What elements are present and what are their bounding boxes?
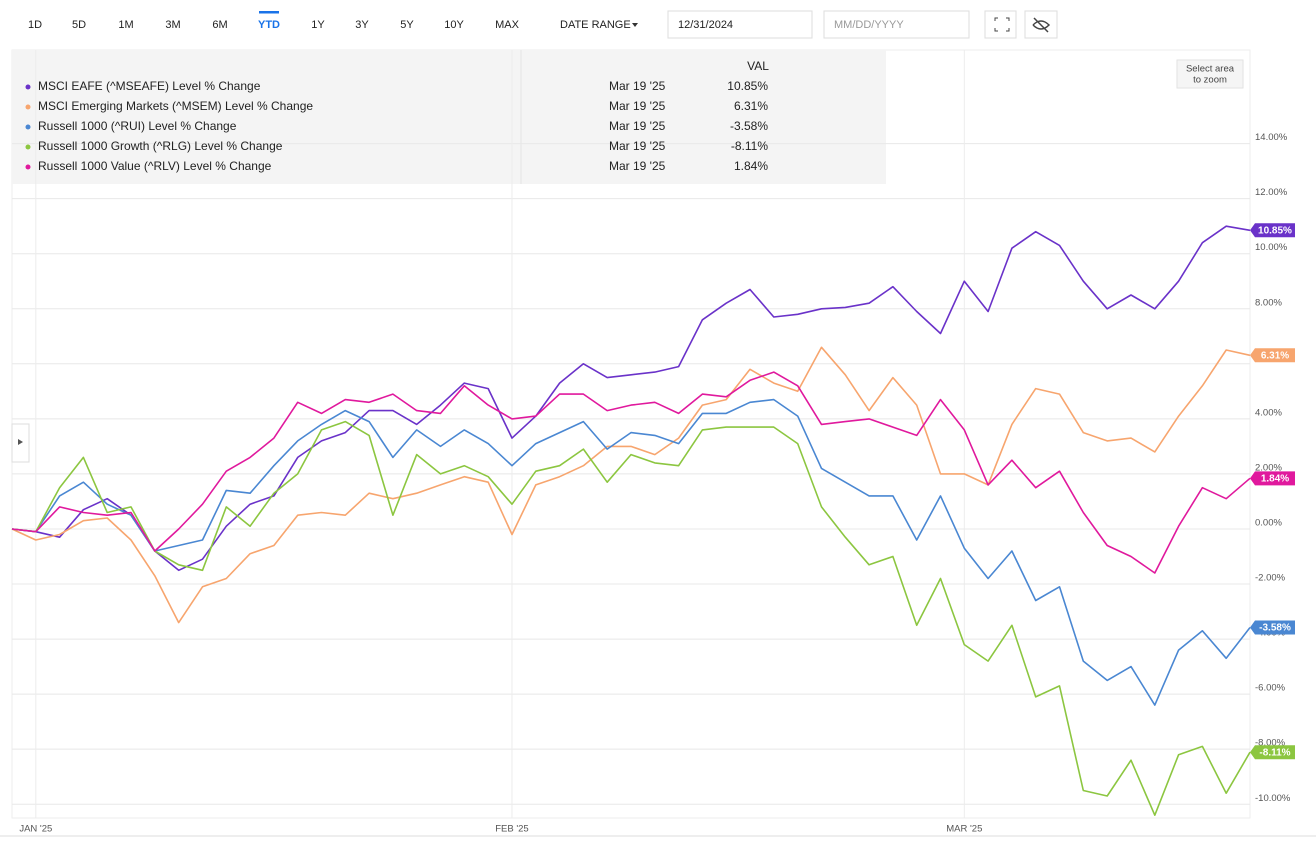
legend-name: Russell 1000 Value (^RLV) Level % Change	[38, 159, 272, 173]
y-tick-label: 12.00%	[1255, 187, 1288, 198]
end-date-input[interactable]	[823, 10, 970, 39]
legend-name: MSCI EAFE (^MSEAFE) Level % Change	[38, 79, 261, 93]
range-button[interactable]: 1Y	[311, 19, 325, 31]
fullscreen-icon	[994, 17, 1010, 32]
y-tick-label: 14.00%	[1255, 132, 1288, 143]
range-button[interactable]: 5Y	[400, 19, 414, 31]
end-tag-label: 1.84%	[1261, 473, 1289, 484]
zoom-hint: to zoom	[1193, 75, 1227, 86]
end-tag-label: 6.31%	[1261, 350, 1289, 361]
end-tag-label: -3.58%	[1259, 623, 1291, 634]
legend-name: Russell 1000 (^RUI) Level % Change	[38, 119, 237, 133]
range-button[interactable]: 1M	[118, 19, 133, 31]
legend-value: -8.11%	[731, 139, 768, 153]
range-button[interactable]: 3M	[165, 19, 180, 31]
range-button[interactable]: 3Y	[355, 19, 369, 31]
y-tick-label: -6.00%	[1255, 683, 1286, 694]
side-tab-arrow	[18, 439, 23, 445]
legend-dot	[25, 84, 31, 90]
end-tag-label: -8.11%	[1259, 747, 1290, 758]
end-tag	[1250, 223, 1295, 238]
grid	[12, 50, 1250, 818]
y-tick-label: 2.00%	[1255, 462, 1282, 473]
y-tick-label: 4.00%	[1255, 407, 1282, 418]
legend-dot	[25, 164, 31, 170]
y-tick-label: -8.00%	[1255, 738, 1286, 749]
legend-value: -3.58%	[730, 119, 768, 133]
end-tag	[1250, 348, 1295, 363]
legend-dot	[25, 144, 31, 150]
legend-name: Russell 1000 Growth (^RLG) Level % Chang…	[38, 139, 283, 153]
start-date-input[interactable]	[667, 10, 813, 39]
end-tag	[1250, 745, 1295, 760]
end-date-placeholder: MM/DD/YYYY	[834, 19, 904, 31]
range-button[interactable]: 1D	[28, 19, 42, 31]
legend-value: 10.85%	[727, 79, 768, 93]
series-line	[11, 398, 1251, 706]
series-line	[11, 225, 1251, 572]
series-line	[11, 420, 1251, 816]
y-tick-label: 10.00%	[1255, 242, 1288, 253]
y-tick-label: -2.00%	[1255, 573, 1286, 584]
end-tag	[1250, 471, 1295, 486]
fullscreen-button[interactable]	[984, 10, 1017, 39]
active-indicator	[259, 11, 279, 14]
legend-date: Mar 19 '25	[609, 79, 666, 93]
series-line	[11, 346, 1251, 624]
legend-header: VAL	[747, 59, 769, 73]
range-button[interactable]: 6M	[212, 19, 227, 31]
range-button[interactable]: MAX	[495, 19, 520, 31]
legend-dot	[25, 104, 31, 110]
legend-panel	[12, 50, 886, 184]
y-tick-label: -10.00%	[1255, 793, 1291, 804]
start-date: 12/31/2024	[678, 19, 733, 31]
legend-date: Mar 19 '25	[609, 159, 666, 173]
range-button[interactable]: YTD	[258, 19, 280, 31]
x-tick-label: MAR '25	[946, 824, 982, 835]
x-tick-label: FEB '25	[495, 824, 529, 835]
legend-date: Mar 19 '25	[609, 99, 666, 113]
legend-date: Mar 19 '25	[609, 119, 666, 133]
legend-value: 1.84%	[734, 159, 768, 173]
series-line	[11, 371, 1251, 574]
y-tick-label: 8.00%	[1255, 297, 1282, 308]
date-range-label[interactable]: DATE RANGE	[560, 19, 631, 31]
end-tag-label: 10.85%	[1258, 225, 1292, 236]
range-button[interactable]: 5D	[72, 19, 86, 31]
zoom-hint: Select area	[1186, 64, 1235, 75]
end-tag	[1250, 620, 1295, 635]
legend-value: 6.31%	[734, 99, 768, 113]
x-tick-label: JAN '25	[19, 824, 52, 835]
legend-name: MSCI Emerging Markets (^MSEM) Level % Ch…	[38, 99, 313, 113]
legend-dot	[25, 124, 31, 130]
range-button[interactable]: 10Y	[444, 19, 464, 31]
hide-icon	[1032, 17, 1051, 33]
zoom-hint-box[interactable]	[1176, 59, 1244, 89]
dropdown-arrow	[632, 23, 638, 27]
legend-date: Mar 19 '25	[609, 139, 666, 153]
y-tick-label: 0.00%	[1255, 517, 1282, 528]
